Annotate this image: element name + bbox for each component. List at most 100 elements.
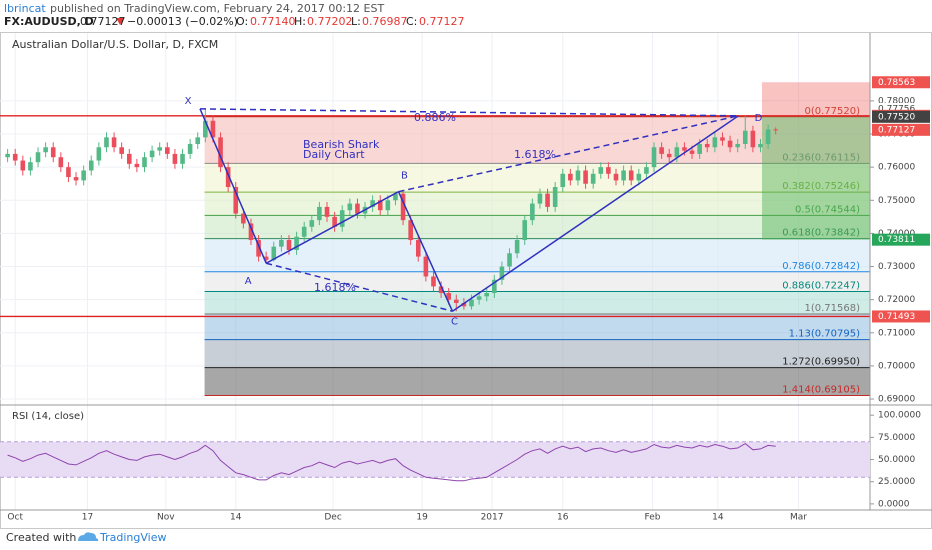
candle-body — [332, 216, 337, 227]
candle-body — [370, 200, 375, 207]
x-tick-label: 14 — [230, 513, 242, 523]
pattern-line — [452, 115, 739, 312]
candle-body — [187, 143, 193, 154]
pattern-point-label: B — [401, 171, 408, 182]
pattern-point-label: D — [755, 113, 763, 124]
candle-body — [644, 167, 649, 174]
open-label: O: — [236, 15, 248, 28]
candle-body — [423, 256, 429, 277]
candle-body — [400, 193, 406, 221]
candle-body — [96, 147, 102, 161]
candle-body — [233, 187, 239, 214]
x-tick-label: 14 — [712, 513, 724, 523]
candle-body — [385, 200, 391, 211]
candle-body — [651, 147, 657, 168]
candle-body — [73, 177, 79, 181]
rsi-line — [7, 442, 776, 482]
candle-body — [674, 147, 680, 158]
candle-body — [81, 170, 86, 181]
pattern-point-label: C — [451, 316, 458, 327]
brand[interactable]: TradingView — [99, 531, 166, 544]
low: 0.76987 — [362, 15, 408, 28]
fib-zone — [204, 271, 871, 292]
open: 0.77140 — [250, 15, 296, 28]
candle-body — [499, 266, 505, 280]
candle-body — [431, 276, 436, 287]
chart-layer: 0.690000.700000.710000.720000.730000.740… — [0, 33, 932, 523]
fib-label: 1.13(0.70795) — [789, 329, 861, 340]
candle-body — [453, 299, 459, 303]
candle-body — [119, 147, 124, 154]
candle-body — [742, 130, 748, 144]
candle-body — [621, 170, 626, 181]
fib-zone — [204, 238, 871, 272]
candle-body — [126, 153, 132, 164]
candle-body — [758, 143, 763, 148]
candle-body — [484, 293, 490, 297]
candle-body — [225, 167, 231, 188]
fib-zone — [204, 291, 871, 314]
candle-body — [712, 137, 718, 148]
y-tick-label: 0.75000 — [878, 196, 915, 206]
fib-label: 1.414(0.69105) — [782, 385, 860, 396]
price-tag — [872, 110, 930, 123]
candle-body — [765, 129, 771, 144]
candle-body — [309, 220, 315, 227]
candle-body — [66, 167, 71, 178]
x-tick-label: Oct — [7, 513, 23, 523]
y-tick-label: 0.70000 — [878, 361, 915, 371]
published: published on TradingView.com, February 2… — [50, 2, 384, 15]
candle-body — [704, 143, 710, 148]
close: 0.77127 — [419, 15, 465, 28]
candle-body — [317, 206, 322, 221]
candle-body — [415, 240, 421, 257]
y-tick-label: 75.0000 — [878, 433, 915, 443]
fib-label: 0(0.77520) — [804, 106, 860, 117]
price-tag-label: 0.77756 — [878, 104, 915, 114]
candle-body — [339, 210, 345, 227]
candle-body — [773, 129, 778, 131]
candle-body — [735, 143, 740, 148]
y-tick-label: 0.69000 — [878, 395, 915, 405]
candle-body — [530, 203, 535, 221]
candle-body — [218, 137, 223, 168]
candle-body — [104, 137, 109, 148]
candle-body — [560, 173, 566, 188]
candle-body — [172, 153, 178, 164]
price-tag-label: 0.73811 — [878, 235, 915, 245]
candle-body — [50, 147, 56, 158]
y-tick-label: 0.0000 — [878, 499, 910, 509]
candle-body — [294, 236, 299, 250]
candle-body — [575, 170, 581, 181]
candle-body — [408, 220, 413, 241]
candle-body — [689, 150, 695, 154]
ratio-label: 0.886% — [414, 111, 456, 124]
candle-body — [210, 120, 216, 138]
candle-body — [203, 120, 208, 138]
candle-body — [659, 147, 664, 154]
author[interactable]: lbrincat — [4, 2, 46, 15]
candle-body — [393, 193, 398, 201]
fib-label: 0.618(0.73842) — [782, 228, 860, 239]
target-zone — [762, 116, 870, 240]
candle-body — [279, 240, 284, 247]
candle-body — [58, 157, 64, 168]
candle-body — [628, 170, 634, 181]
candle-body — [469, 299, 474, 307]
candle-body — [195, 137, 201, 144]
fib-zone — [204, 313, 871, 340]
candle-body — [590, 173, 596, 184]
candle-body — [165, 147, 170, 154]
ratio-label: 1.618% — [314, 281, 356, 294]
candle-body — [20, 160, 26, 171]
price-tag-label: 0.77520 — [878, 112, 915, 122]
candle-body — [347, 203, 353, 211]
fib-zone — [204, 215, 871, 239]
candle-body — [28, 162, 33, 171]
candle-body — [682, 147, 687, 151]
ratio-label: 1.618% — [514, 148, 556, 161]
stop-zone — [762, 82, 870, 117]
candle-body — [248, 223, 254, 241]
candle-body — [88, 160, 94, 171]
